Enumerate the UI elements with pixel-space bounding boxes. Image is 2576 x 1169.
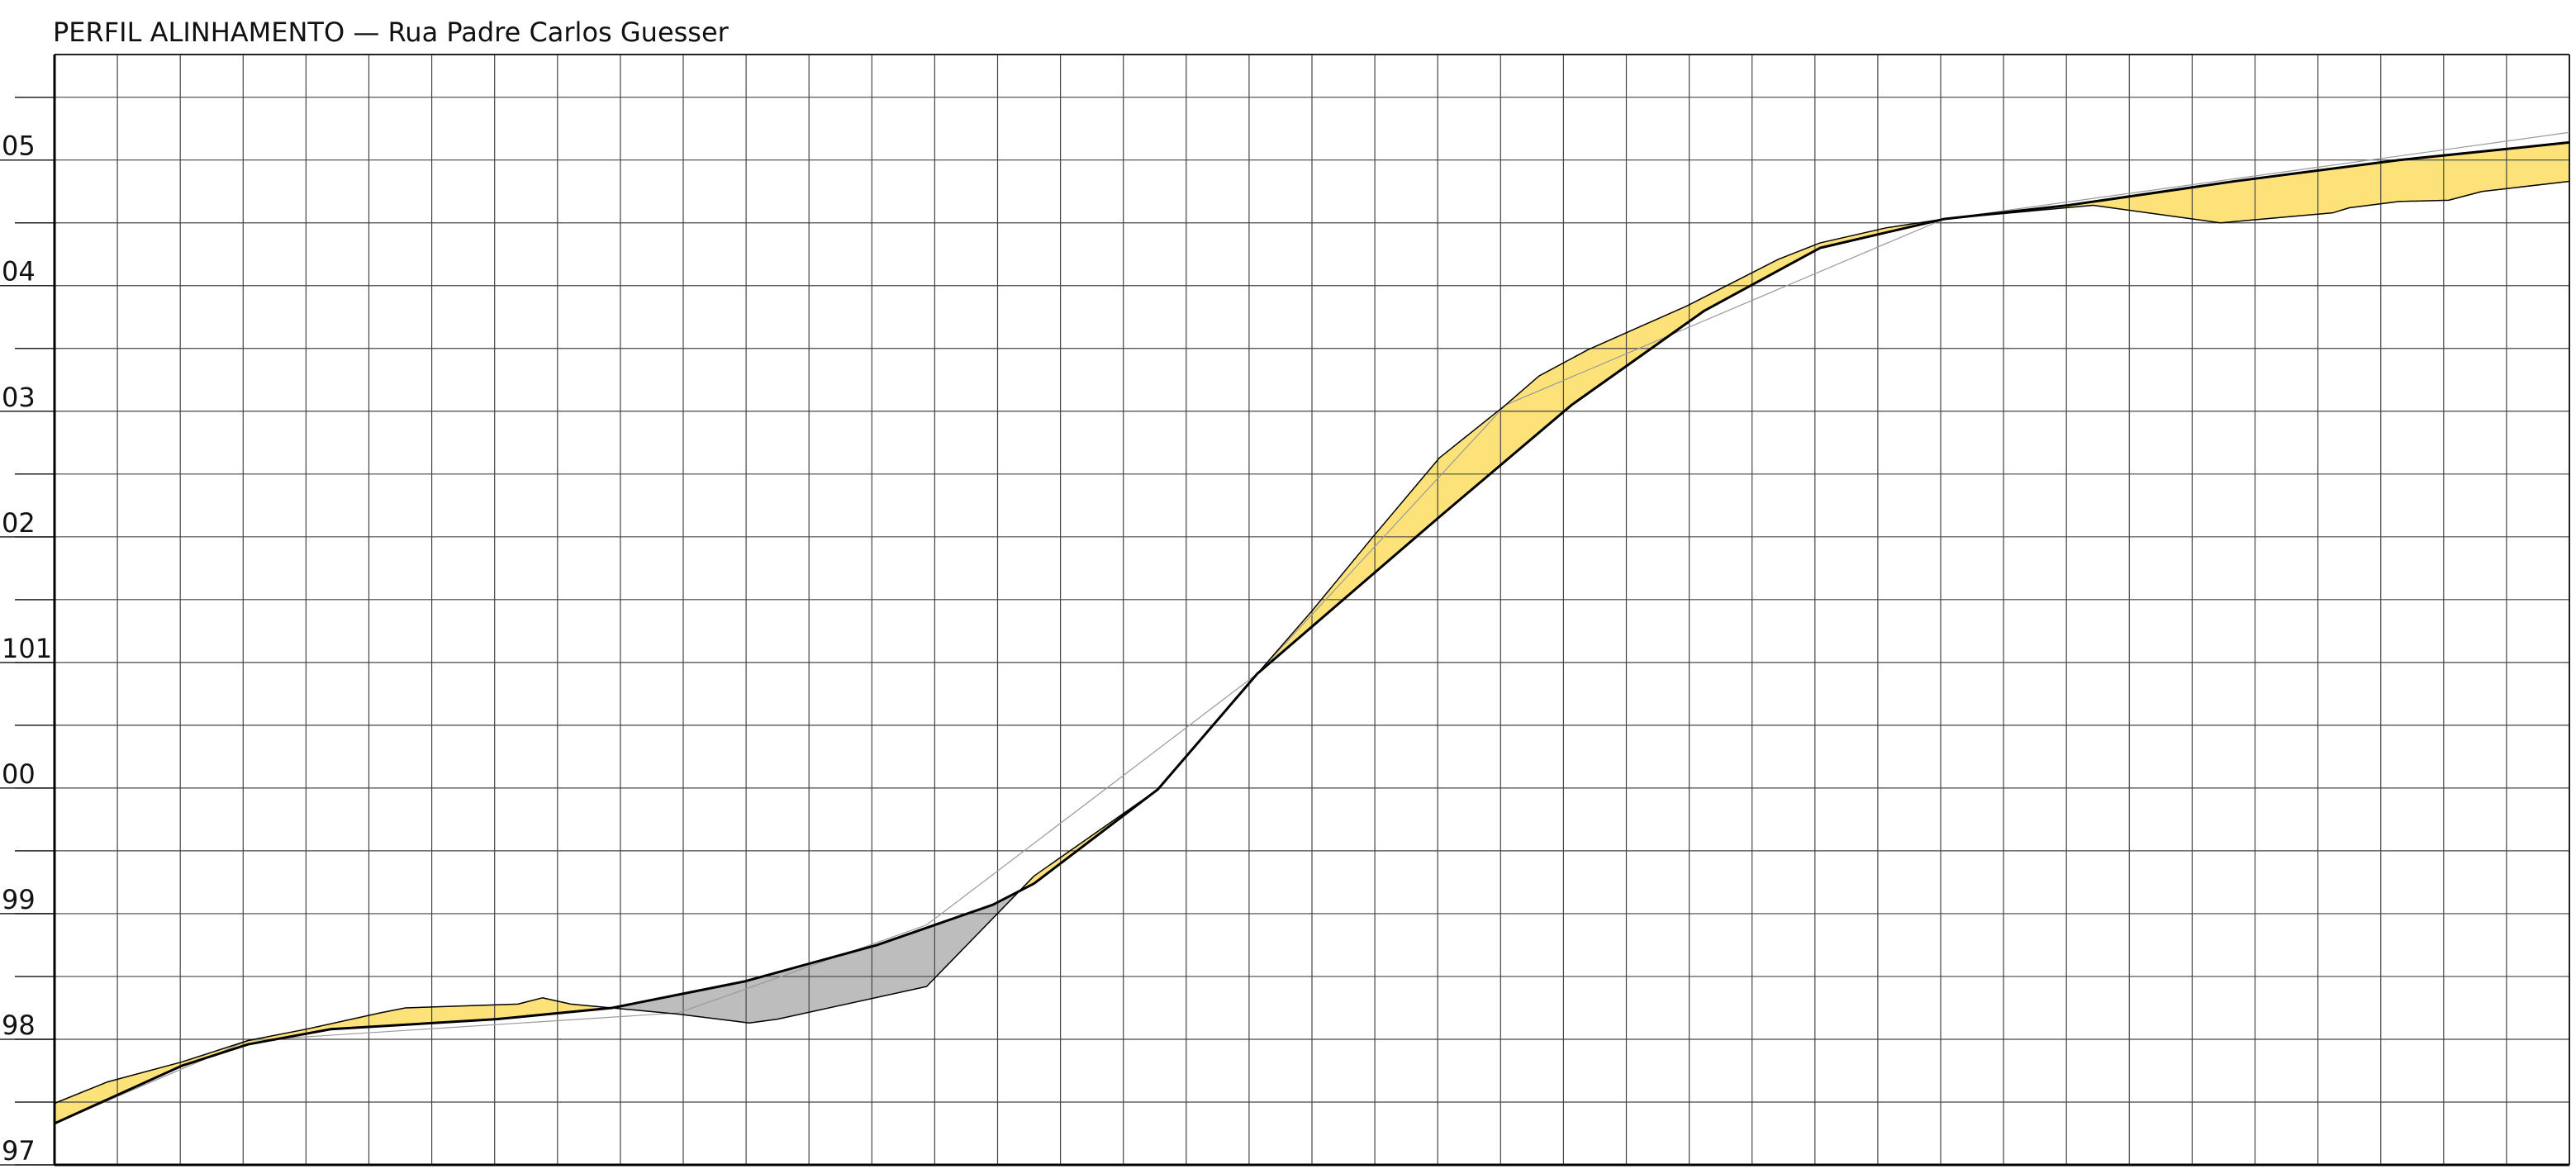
cut-area — [611, 891, 1019, 1024]
y-tick-label: 05 — [2, 131, 36, 162]
y-tick-label: 97 — [2, 1135, 36, 1167]
y-tick-label: 99 — [2, 884, 36, 915]
y-tick-label: 03 — [2, 382, 36, 413]
chart-title: PERFIL ALINHAMENTO — Rua Padre Carlos Gu… — [53, 17, 730, 48]
y-tick-label: 04 — [2, 256, 36, 287]
fill-area — [55, 997, 612, 1124]
profile-line — [54, 131, 2570, 1124]
profile-line — [54, 140, 2570, 1125]
profile-line — [54, 180, 2570, 1105]
y-tick-label: 02 — [2, 507, 36, 539]
y-tick-label: 98 — [2, 1010, 36, 1041]
y-tick-label: 00 — [2, 758, 36, 790]
y-tick-label: 101 — [2, 633, 52, 664]
fill-area — [1019, 142, 2569, 891]
